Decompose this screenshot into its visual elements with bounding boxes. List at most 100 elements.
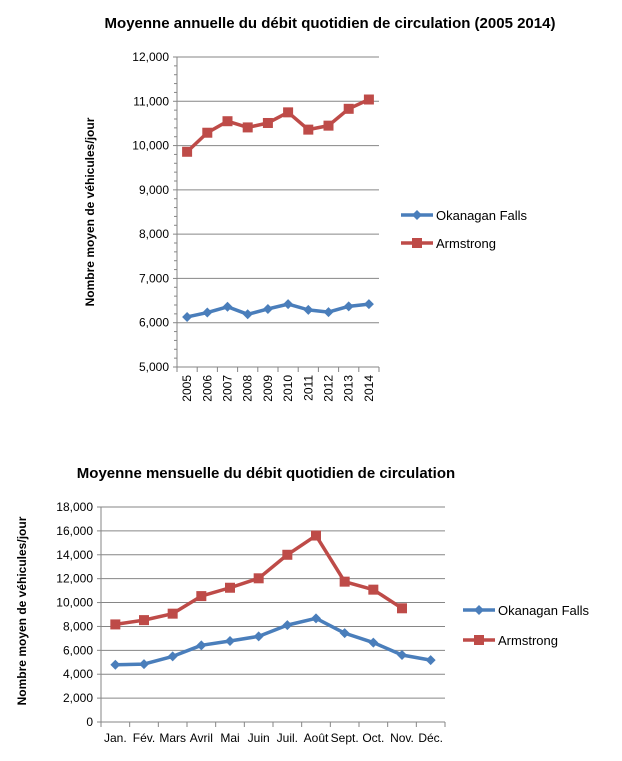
data-point-square: [282, 549, 293, 560]
data-point-diamond: [222, 301, 233, 312]
data-point-square: [311, 530, 321, 541]
legend-marker-diamond: [474, 605, 484, 615]
x-tick-label: Jan.: [104, 731, 127, 745]
legend-marker-diamond: [412, 210, 422, 220]
x-tick-label: Mai: [220, 731, 239, 745]
data-point-diamond: [425, 655, 436, 666]
x-tick-label: 2008: [241, 375, 255, 402]
data-point-square: [303, 124, 314, 135]
data-point-diamond: [343, 301, 354, 312]
data-point-diamond: [303, 304, 314, 315]
data-point-square: [397, 603, 407, 614]
data-point-square: [167, 608, 178, 619]
data-point-square: [343, 103, 354, 114]
y-axis-label: Nombre moyen de véhicules/jour: [15, 516, 29, 705]
chart-title: Moyenne annuelle du débit quotidien de c…: [105, 15, 556, 32]
data-point-square: [222, 116, 233, 127]
x-tick-label: Avril: [190, 731, 213, 745]
y-tick-label: 6,000: [63, 643, 93, 657]
data-point-diamond: [196, 640, 207, 651]
series-line-okanagan-falls: [186, 302, 370, 319]
x-tick-label: 2010: [281, 375, 295, 402]
y-tick-label: 7,000: [139, 271, 169, 285]
data-point-diamond: [110, 659, 121, 670]
x-tick-label: Juin: [248, 731, 270, 745]
y-tick-label: 8,000: [63, 619, 93, 633]
data-point-diamond: [139, 659, 149, 670]
legend-label: Okanagan Falls: [436, 208, 528, 223]
x-tick-label: 2007: [221, 375, 235, 402]
y-tick-label: 16,000: [56, 524, 93, 538]
y-tick-label: 2,000: [63, 691, 93, 705]
legend-marker-square: [412, 238, 422, 248]
data-point-square: [139, 615, 149, 626]
data-point-square: [262, 117, 273, 128]
y-tick-label: 8,000: [139, 227, 169, 241]
x-tick-label: Fév.: [133, 731, 155, 745]
series-line-okanagan-falls: [115, 616, 431, 667]
data-point-diamond: [242, 309, 253, 320]
data-point-square: [182, 146, 193, 157]
x-tick-label: Oct.: [362, 731, 384, 745]
data-point-diamond: [283, 299, 294, 310]
x-tick-label: 2014: [362, 375, 376, 402]
legend-marker-square: [474, 635, 484, 645]
data-point-square: [242, 122, 253, 133]
x-tick-label: 2011: [301, 375, 315, 401]
x-tick-label: Nov.: [390, 731, 414, 745]
data-point-diamond: [363, 299, 374, 310]
y-tick-label: 12,000: [56, 572, 93, 586]
data-point-square: [253, 573, 264, 584]
data-point-diamond: [323, 307, 334, 318]
x-tick-label: Déc.: [418, 731, 443, 745]
y-tick-label: 9,000: [139, 183, 169, 197]
data-point-square: [202, 127, 213, 138]
data-point-diamond: [311, 613, 321, 624]
data-point-square: [196, 591, 207, 602]
data-point-diamond: [225, 636, 235, 647]
data-point-square: [368, 584, 379, 595]
data-point-diamond: [339, 628, 350, 639]
x-tick-label: 2013: [342, 375, 356, 402]
y-tick-label: 10,000: [132, 139, 169, 153]
y-tick-label: 12,000: [132, 50, 169, 64]
x-tick-label: 2009: [261, 375, 275, 402]
data-point-square: [339, 576, 350, 587]
x-tick-label: Sept.: [331, 731, 359, 745]
data-point-square: [323, 120, 334, 131]
y-tick-label: 4,000: [63, 667, 93, 681]
data-point-square: [283, 107, 294, 118]
legend-label: Armstrong: [498, 633, 558, 648]
data-point-square: [110, 619, 121, 630]
monthly-traffic-chart: Moyenne mensuelle du débit quotidien de …: [15, 465, 590, 745]
x-tick-label: 2006: [200, 375, 214, 402]
y-tick-label: 18,000: [56, 500, 93, 514]
data-point-square: [363, 94, 374, 105]
data-point-diamond: [253, 631, 264, 642]
data-point-diamond: [262, 303, 273, 314]
y-tick-label: 6,000: [139, 316, 169, 330]
x-tick-label: Août: [304, 731, 329, 745]
annual-traffic-chart: Moyenne annuelle du débit quotidien de c…: [83, 15, 555, 402]
x-tick-label: 2005: [180, 375, 194, 402]
y-tick-label: 0: [86, 715, 93, 729]
y-tick-label: 14,000: [56, 548, 93, 562]
y-tick-label: 10,000: [56, 596, 93, 610]
x-tick-label: Juil.: [277, 731, 298, 745]
data-point-diamond: [202, 307, 213, 318]
data-point-diamond: [397, 649, 407, 660]
data-point-square: [225, 582, 235, 593]
chart-title: Moyenne mensuelle du débit quotidien de …: [77, 465, 455, 482]
x-tick-label: 2012: [322, 375, 336, 402]
data-point-diamond: [167, 651, 178, 662]
y-axis-label: Nombre moyen de véhicules/jour: [83, 117, 97, 306]
y-tick-label: 5,000: [139, 360, 169, 374]
series-line-armstrong: [185, 97, 370, 154]
data-point-diamond: [368, 637, 379, 648]
legend-label: Okanagan Falls: [498, 603, 590, 618]
x-tick-label: Mars: [159, 731, 186, 745]
data-point-diamond: [182, 311, 193, 322]
data-point-diamond: [282, 620, 293, 631]
legend-label: Armstrong: [436, 236, 496, 251]
